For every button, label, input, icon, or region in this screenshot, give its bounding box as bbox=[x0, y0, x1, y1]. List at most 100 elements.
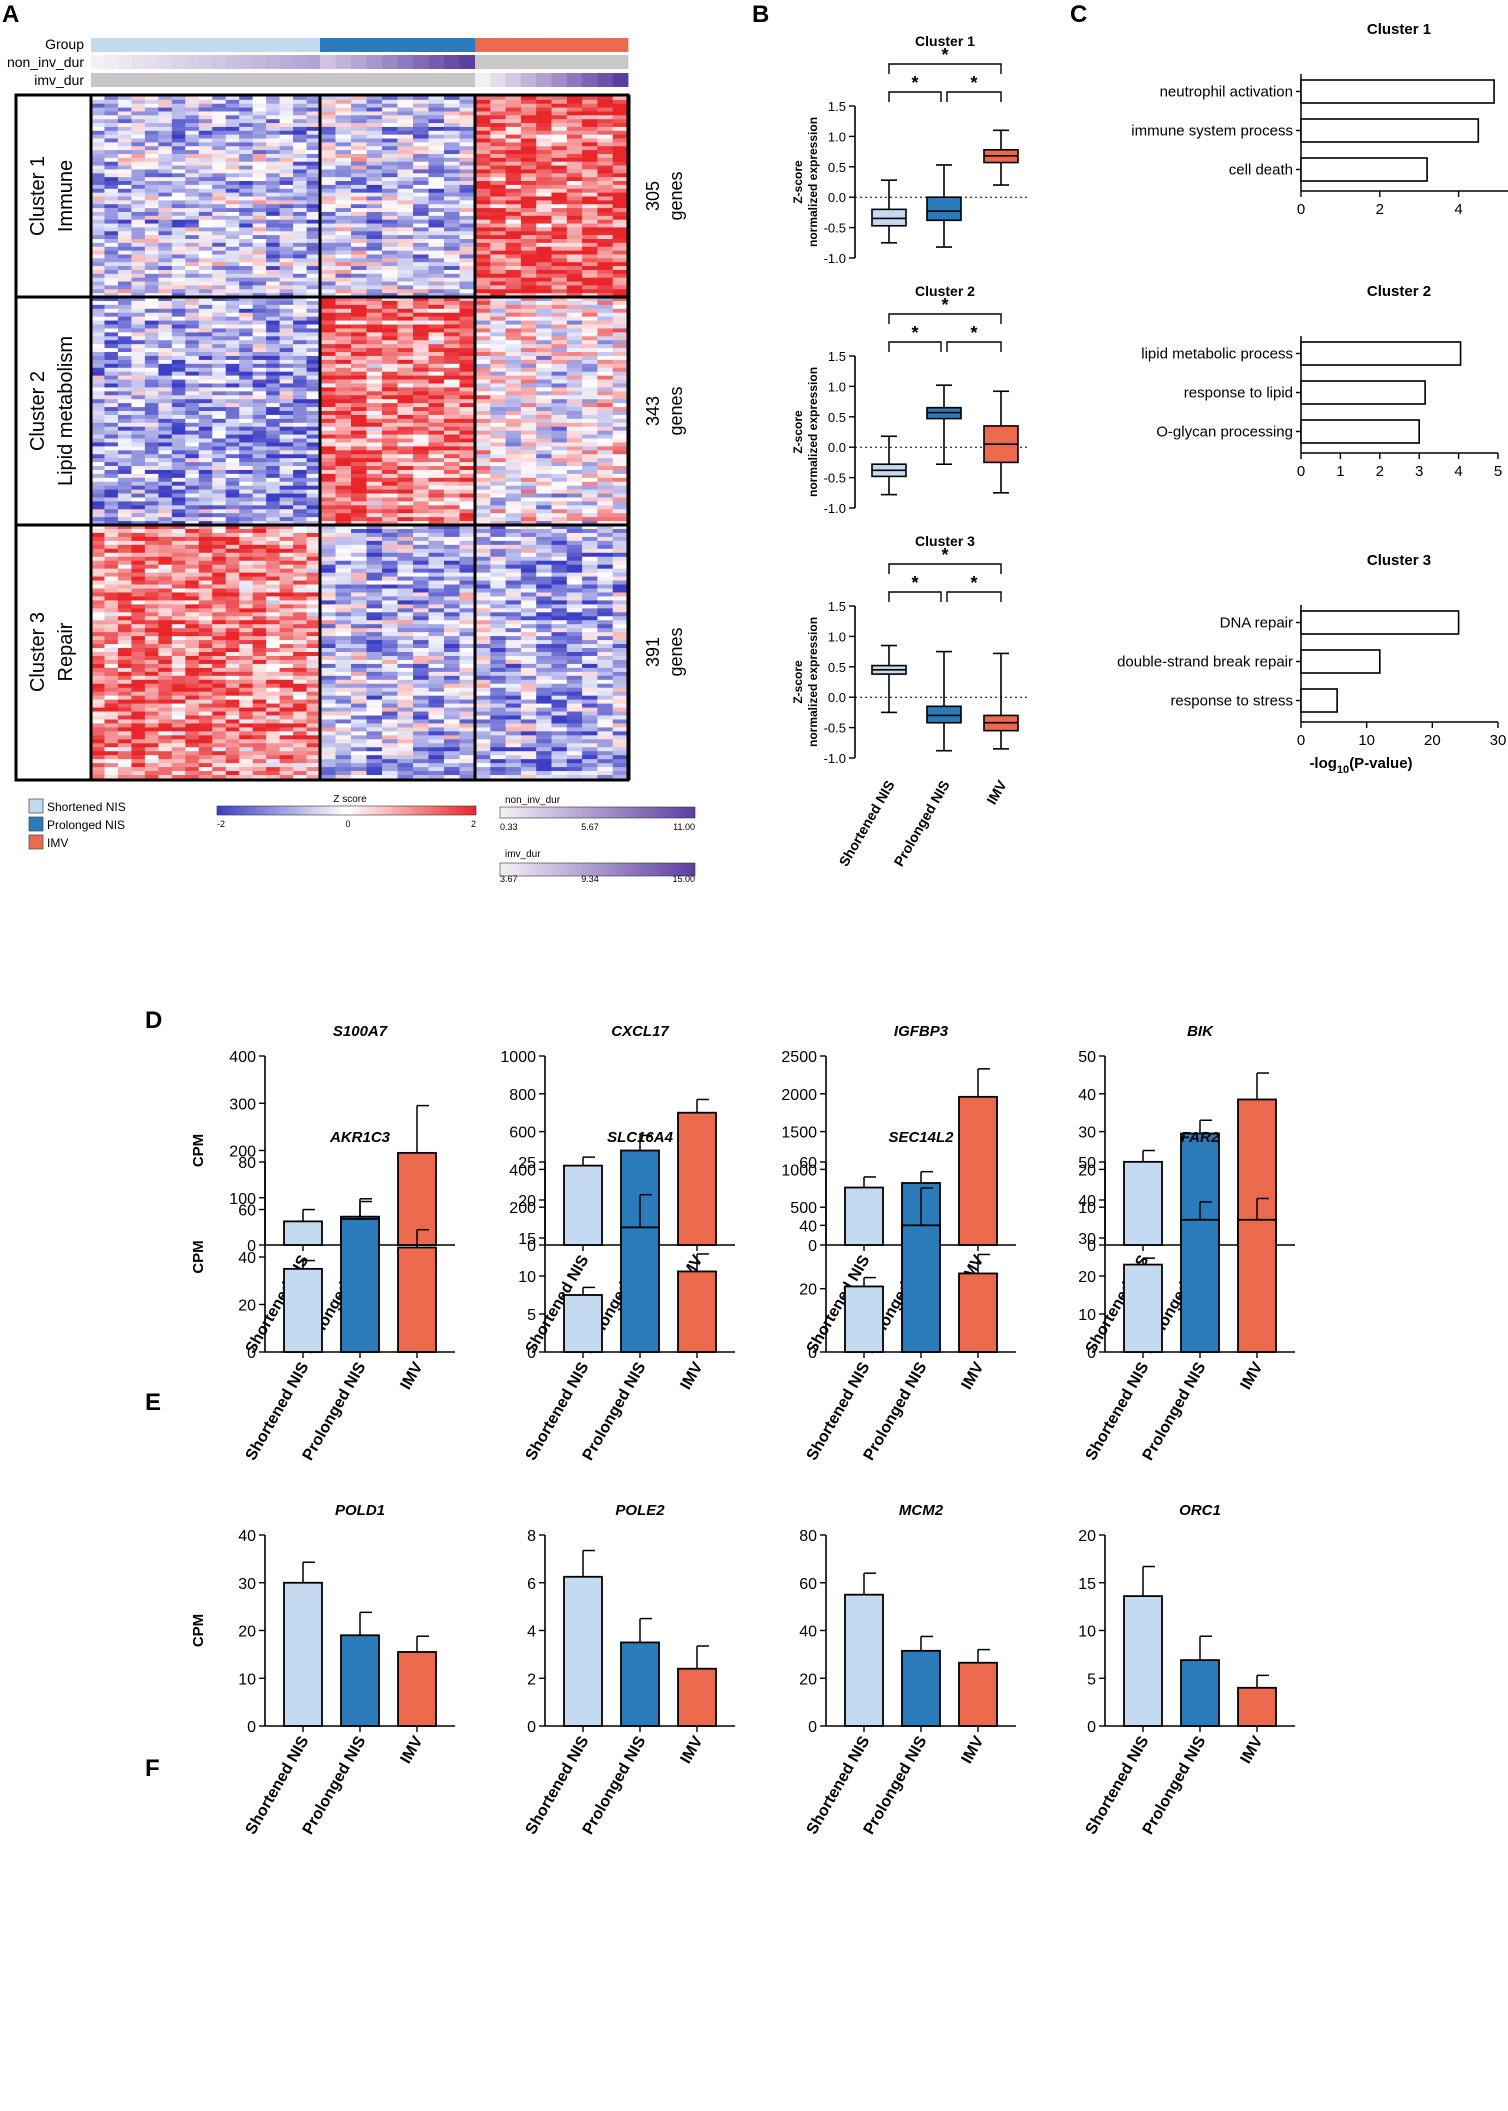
heatmap-cell bbox=[131, 231, 146, 236]
heatmap-cell bbox=[320, 304, 336, 310]
heatmap-cell bbox=[279, 126, 294, 132]
heatmap-cell bbox=[413, 169, 429, 174]
heatmap-cell bbox=[239, 458, 254, 463]
heatmap-cell bbox=[520, 304, 537, 310]
heatmap-cell bbox=[225, 580, 240, 585]
heatmap-cell bbox=[382, 169, 398, 174]
heatmap-cell bbox=[413, 173, 429, 178]
annotation-imv-dur-cell bbox=[505, 73, 522, 87]
heatmap-cell bbox=[239, 442, 254, 447]
heatmap-cell bbox=[320, 454, 336, 459]
heatmap-cell bbox=[104, 592, 119, 597]
heatmap-cell bbox=[397, 107, 414, 112]
heatmap-cell bbox=[158, 497, 173, 502]
heatmap-cell bbox=[279, 285, 294, 290]
heatmap-cell bbox=[351, 300, 367, 306]
heatmap-cell bbox=[612, 215, 629, 221]
heatmap-cell bbox=[293, 208, 307, 213]
heatmap-cell bbox=[444, 169, 460, 174]
heatmap-cell bbox=[597, 521, 614, 526]
heatmap-cell bbox=[597, 596, 614, 601]
heatmap-cell bbox=[117, 289, 132, 294]
heatmap-cell bbox=[505, 513, 522, 518]
heatmap-cell bbox=[104, 320, 119, 325]
heatmap-cell bbox=[520, 219, 537, 224]
heatmap-cell bbox=[212, 528, 227, 534]
heatmap-cell bbox=[212, 262, 227, 267]
heatmap-cell bbox=[612, 411, 629, 416]
heatmap-cell bbox=[382, 513, 398, 518]
heatmap-cell bbox=[225, 355, 240, 361]
heatmap-cell bbox=[366, 231, 383, 236]
annotation-imv-dur-cell bbox=[397, 73, 414, 87]
heatmap-cell bbox=[293, 262, 307, 267]
heatmap-cell bbox=[239, 430, 254, 435]
heatmap-cell bbox=[293, 493, 307, 498]
heatmap-cell bbox=[252, 208, 267, 213]
heatmap-cell bbox=[397, 517, 414, 522]
heatmap-cell bbox=[158, 242, 173, 248]
heatmap-cell bbox=[279, 560, 294, 566]
heatmap-cell bbox=[320, 608, 336, 613]
heatmap-cell bbox=[225, 367, 240, 373]
heatmap-cell bbox=[382, 414, 398, 420]
heatmap-cell bbox=[366, 580, 383, 585]
heatmap-cell bbox=[198, 165, 213, 170]
heatmap-cell bbox=[198, 153, 213, 159]
heatmap-cell bbox=[185, 250, 200, 255]
heatmap-cell bbox=[582, 266, 598, 271]
heatmap-cell bbox=[397, 363, 414, 369]
heatmap-cell bbox=[413, 608, 429, 613]
heatmap-cell bbox=[185, 300, 200, 306]
heatmap-cell bbox=[185, 281, 200, 286]
heatmap-cell bbox=[158, 469, 173, 475]
heatmap-cell bbox=[612, 387, 629, 392]
heatmap-cell bbox=[320, 300, 336, 306]
heatmap-cell bbox=[444, 403, 460, 408]
annotation-non-inv-dur-cell bbox=[551, 55, 568, 69]
heatmap-cell bbox=[279, 525, 294, 530]
heatmap-cell bbox=[293, 223, 307, 228]
heatmap-cell bbox=[306, 211, 321, 217]
heatmap-cell bbox=[131, 215, 146, 221]
heatmap-cell bbox=[279, 426, 294, 432]
heatmap-cell bbox=[582, 348, 598, 353]
heatmap-cell bbox=[612, 536, 629, 542]
heatmap-cell bbox=[266, 235, 280, 240]
heatmap-cell bbox=[490, 231, 506, 236]
heatmap-cell bbox=[320, 328, 336, 333]
heatmap-cell bbox=[444, 580, 460, 585]
heatmap-cell bbox=[597, 403, 614, 408]
heatmap-cell bbox=[351, 379, 367, 384]
heatmap-cell bbox=[520, 340, 537, 345]
heatmap-cell bbox=[104, 336, 119, 341]
heatmap-cell bbox=[266, 161, 280, 166]
heatmap-cell bbox=[158, 119, 173, 124]
heatmap-cell bbox=[239, 438, 254, 443]
heatmap-cell bbox=[279, 196, 294, 201]
heatmap-cell bbox=[198, 111, 213, 116]
heatmap-cell bbox=[551, 454, 568, 459]
annotation-imv-dur-cell bbox=[104, 73, 119, 87]
heatmap-cell bbox=[91, 204, 105, 209]
heatmap-cell bbox=[520, 157, 537, 163]
heatmap-cell bbox=[91, 403, 105, 408]
heatmap-cell bbox=[397, 130, 414, 136]
heatmap-cell bbox=[117, 580, 132, 585]
heatmap-cell bbox=[158, 434, 173, 439]
heatmap-cell bbox=[612, 422, 629, 428]
heatmap-cell bbox=[490, 196, 506, 201]
heatmap-cell bbox=[212, 157, 227, 163]
heatmap-cell bbox=[551, 215, 568, 221]
heatmap-cell bbox=[351, 540, 367, 546]
heatmap-cell bbox=[397, 111, 414, 116]
heatmap-cell bbox=[279, 391, 294, 396]
heatmap-cell bbox=[536, 204, 552, 209]
heatmap-cell bbox=[566, 227, 583, 232]
heatmap-cell bbox=[239, 242, 254, 248]
annotation-non-inv-dur-cell bbox=[612, 55, 629, 69]
heatmap-cell bbox=[185, 580, 200, 585]
heatmap-cell bbox=[320, 446, 336, 451]
heatmap-cell bbox=[428, 391, 445, 396]
heatmap-cell bbox=[171, 509, 186, 514]
